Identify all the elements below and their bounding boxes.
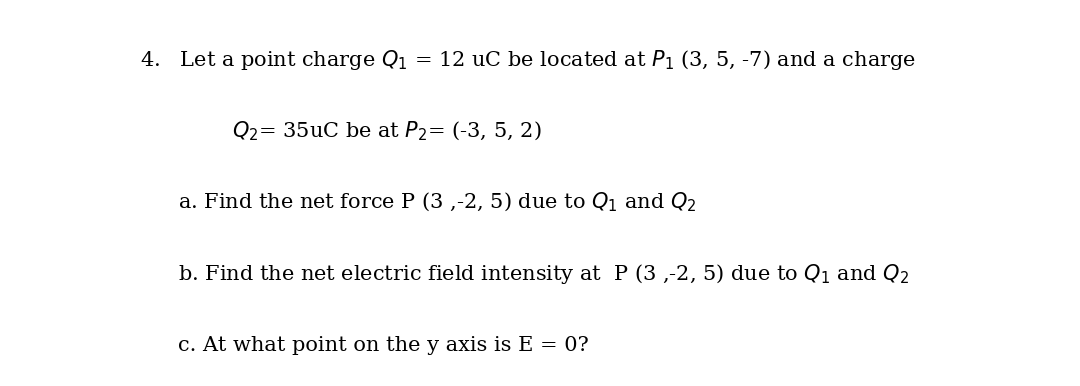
Text: a. Find the net force P (3 ,-2, 5) due to $Q_1$ and $Q_2$: a. Find the net force P (3 ,-2, 5) due t… (178, 191, 697, 214)
Text: b. Find the net electric field intensity at  P (3 ,-2, 5) due to $Q_1$ and $Q_2$: b. Find the net electric field intensity… (178, 262, 909, 286)
Text: c. At what point on the y axis is E = 0?: c. At what point on the y axis is E = 0? (178, 336, 589, 355)
Text: $Q_2$= 35uC be at $P_2$= (-3, 5, 2): $Q_2$= 35uC be at $P_2$= (-3, 5, 2) (232, 119, 542, 143)
Text: 4.   Let a point charge $Q_1$ = 12 uC be located at $P_1$ (3, 5, -7) and a charg: 4. Let a point charge $Q_1$ = 12 uC be l… (140, 47, 917, 72)
